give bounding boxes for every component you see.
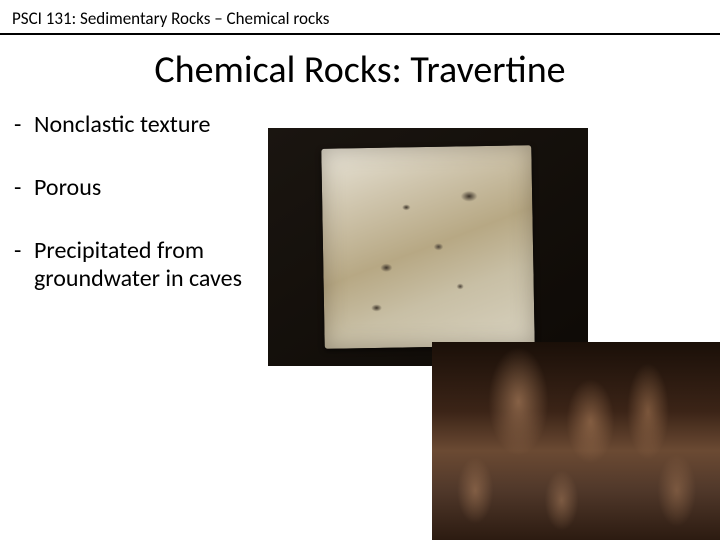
bullet-item: Nonclastic texture	[14, 111, 244, 140]
slide-title: Chemical Rocks: Travertine	[0, 35, 720, 111]
course-header: PSCI 131: Sedimentary Rocks – Chemical r…	[0, 0, 720, 35]
bullet-list: Nonclastic texture Porous Precipitated f…	[14, 111, 244, 294]
cave-image	[432, 342, 720, 540]
stone-tile-icon	[321, 145, 534, 349]
travertine-tile-image	[268, 128, 588, 366]
bullet-item: Precipitated from groundwater in caves	[14, 237, 244, 295]
bullet-item: Porous	[14, 174, 244, 203]
